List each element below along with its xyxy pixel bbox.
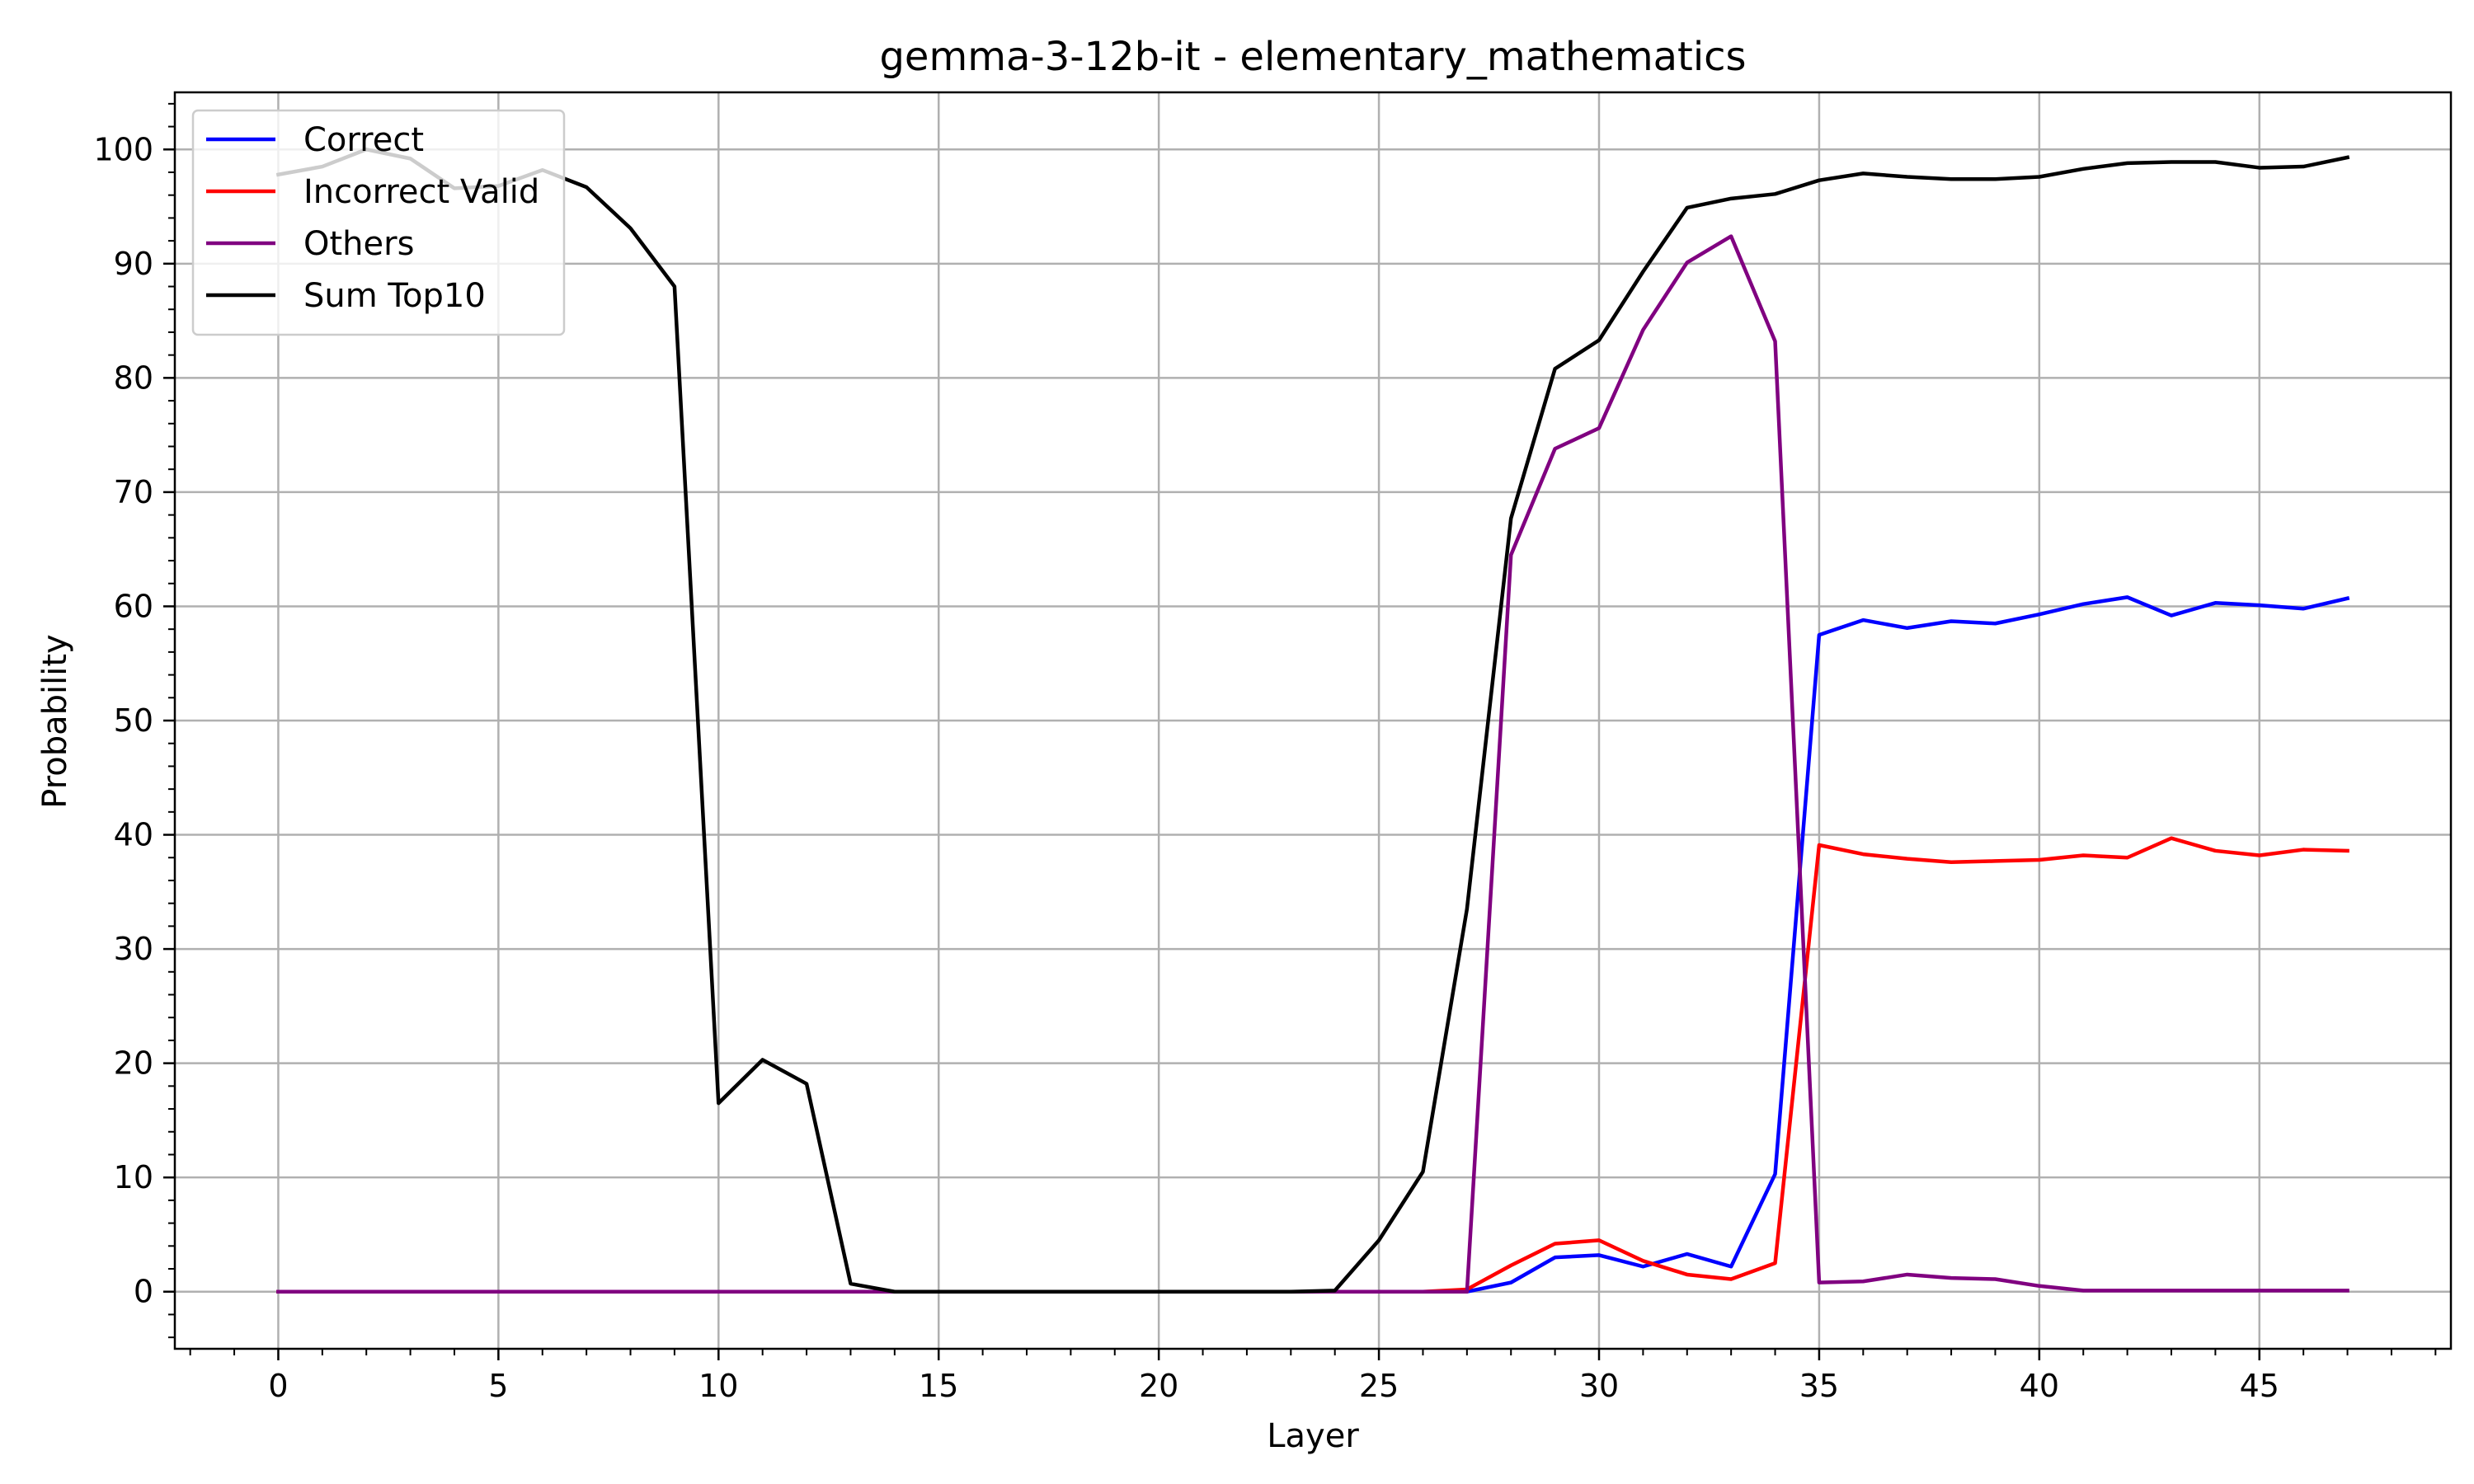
x-tick-label: 5: [488, 1368, 508, 1404]
ticks: 0 5 10 15 20 25 30 35 40 45 0 10 20 30 40 50 60 70 80 90 100: [93, 102, 2437, 1404]
y-tick-label: 100: [93, 131, 153, 167]
x-tick-label: 20: [1139, 1368, 1178, 1404]
x-tick-label: 0: [268, 1368, 288, 1404]
x-tick-label: 40: [2020, 1368, 2059, 1404]
y-tick-label: 10: [114, 1159, 153, 1195]
y-tick-label: 20: [114, 1045, 153, 1082]
y-tick-label: 30: [114, 931, 153, 967]
x-tick-label: 10: [698, 1368, 738, 1404]
x-axis-label: Layer: [1267, 1417, 1359, 1455]
y-tick-label: 40: [114, 817, 153, 853]
y-tick-label: 50: [114, 702, 153, 739]
x-tick-label: 35: [1799, 1368, 1839, 1404]
legend-label-others: Others: [303, 225, 414, 263]
y-axis-label: Probability: [36, 634, 74, 808]
x-tick-label: 25: [1359, 1368, 1399, 1404]
x-tick-label: 15: [919, 1368, 958, 1404]
y-tick-label: 90: [114, 246, 153, 282]
legend-label-incorrect-valid: Incorrect Valid: [303, 173, 539, 211]
legend-label-sum-top10: Sum Top10: [303, 277, 486, 315]
y-tick-label: 60: [114, 588, 153, 624]
y-tick-label: 0: [134, 1274, 153, 1310]
legend: Correct Incorrect Valid Others Sum Top10: [191, 109, 566, 336]
legend-label-correct: Correct: [303, 121, 424, 159]
series-line-sum-top10: [275, 148, 2350, 1294]
y-tick-label: 80: [114, 359, 153, 396]
series-lines: [275, 148, 2350, 1294]
x-tick-label: 45: [2240, 1368, 2279, 1404]
chart-title: gemma-3-12b-it - elementary_mathematics: [879, 34, 1746, 80]
legend-box: [191, 109, 566, 336]
y-tick-label: 70: [114, 474, 153, 510]
x-tick-label: 30: [1579, 1368, 1619, 1404]
